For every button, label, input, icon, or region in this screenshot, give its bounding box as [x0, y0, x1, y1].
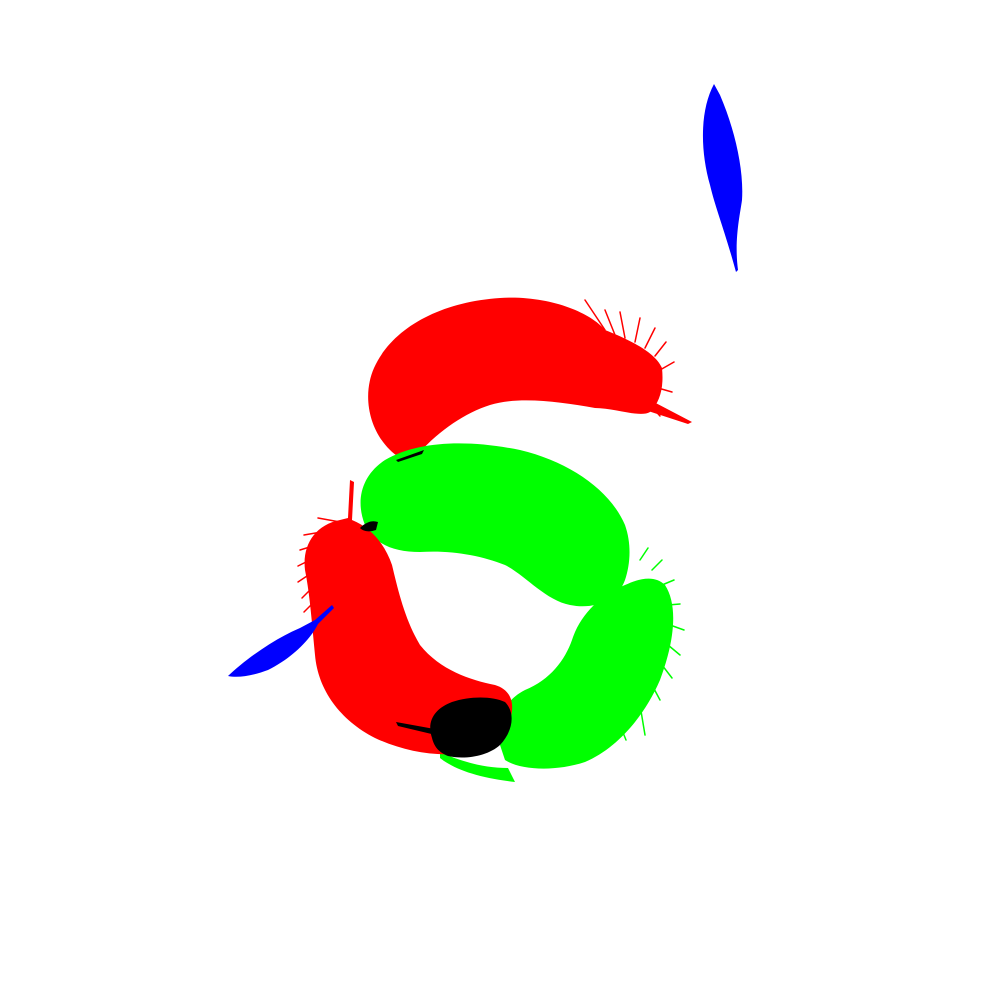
green-feather-right-arc	[440, 547, 685, 782]
blue-feather-bottom-left	[228, 605, 334, 677]
red-feather-left-arc	[297, 480, 513, 755]
green-feather-upper-arc	[360, 443, 630, 607]
blue-feather-top-right	[702, 84, 743, 272]
black-feather-bottom	[360, 450, 512, 758]
red-feather-top-arc	[368, 297, 692, 458]
